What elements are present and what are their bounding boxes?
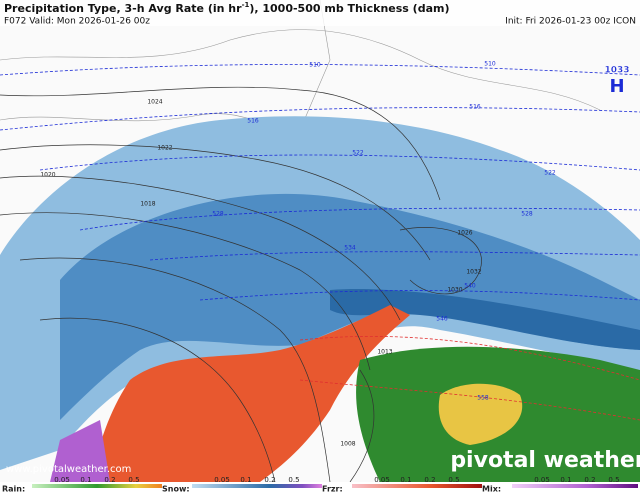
thickness-label: 546 bbox=[436, 316, 448, 323]
legend-tick-label: 0.05 bbox=[54, 476, 70, 484]
thickness-label: 528 bbox=[521, 211, 533, 218]
high-pressure-value: 1033 bbox=[604, 66, 629, 76]
valid-time: F072 Valid: Mon 2026-01-26 00z bbox=[4, 17, 150, 27]
heaviest-snow-area bbox=[330, 289, 640, 350]
legend-tick-label: 0.05 bbox=[534, 476, 550, 484]
thickness-label: 522 bbox=[544, 170, 556, 177]
legend-tick-label: 0.5 bbox=[608, 476, 619, 484]
isobar-label: 1022 bbox=[157, 145, 172, 152]
thickness-label: 540 bbox=[464, 283, 476, 290]
legend-tick-label: 0.1 bbox=[80, 476, 91, 484]
thickness-label: 558 bbox=[477, 395, 489, 402]
legend-name: Rain: bbox=[2, 485, 25, 494]
thickness-lines bbox=[0, 64, 640, 301]
isobar-label: 1018 bbox=[140, 201, 155, 208]
isobar-label: 1008 bbox=[340, 441, 355, 448]
init-time: Init: Fri 2026-01-23 00z ICON bbox=[505, 17, 636, 27]
thickness-label: 510 bbox=[484, 61, 496, 68]
isobars bbox=[0, 86, 482, 483]
title: Precipitation Type, 3-h Avg Rate (in hr-… bbox=[4, 1, 450, 15]
legend-tick-label: 0.1 bbox=[560, 476, 571, 484]
legend-tick-label: 0.5 bbox=[128, 476, 139, 484]
thickness-label: 510 bbox=[309, 62, 321, 69]
legend-tick-label: 0.1 bbox=[400, 476, 411, 484]
high-pressure-letter: H bbox=[609, 76, 624, 97]
thickness-label: 516 bbox=[247, 118, 259, 125]
legend-tick-label: 0.1 bbox=[240, 476, 251, 484]
snow-colorbar bbox=[192, 484, 322, 488]
isobar-label: 1013 bbox=[377, 349, 392, 356]
legend-tick-label: 0.2 bbox=[424, 476, 435, 484]
legend-tick-label: 0.2 bbox=[104, 476, 115, 484]
thickness-label: 528 bbox=[212, 211, 224, 218]
legend-tick-label: 0.2 bbox=[264, 476, 275, 484]
thickness-label: 516 bbox=[469, 104, 481, 111]
watermark-logo: pivotal weather bbox=[450, 448, 640, 473]
isobar-label: 1026 bbox=[457, 230, 472, 237]
isobar-label: 1020 bbox=[40, 172, 55, 179]
legend-name: Mix: bbox=[482, 485, 501, 494]
legend-tick-label: 0.05 bbox=[214, 476, 230, 484]
mix-colorbar bbox=[512, 484, 638, 488]
freezing-rain-area bbox=[90, 305, 410, 482]
watermark-url: www.pivotalweather.com bbox=[6, 464, 131, 475]
frzr-colorbar bbox=[352, 484, 482, 488]
thickness-line-warm bbox=[299, 379, 640, 421]
legend-tick-label: 0.2 bbox=[584, 476, 595, 484]
thickness-line-warm bbox=[299, 336, 640, 381]
legend-tick-label: 0.05 bbox=[374, 476, 390, 484]
legend-tick-label: 0.5 bbox=[448, 476, 459, 484]
isobar-label: 1024 bbox=[147, 99, 162, 106]
thickness-label: 522 bbox=[352, 150, 364, 157]
legend-name: Frzr: bbox=[322, 485, 343, 494]
legend-name: Snow: bbox=[162, 485, 190, 494]
header-band bbox=[0, 0, 640, 26]
heavy-rain-area bbox=[438, 383, 523, 445]
title-end: ), 1000-500 mb Thickness (dam) bbox=[249, 2, 449, 15]
isobar-label: 1030 bbox=[447, 287, 462, 294]
legend-tick-label: 0.5 bbox=[288, 476, 299, 484]
title-main: Precipitation Type, 3-h Avg Rate (in hr bbox=[4, 2, 242, 15]
mix-area bbox=[50, 420, 110, 482]
rain-colorbar bbox=[32, 484, 162, 488]
isobar-label: 1032 bbox=[466, 269, 481, 276]
thickness-label: 534 bbox=[344, 245, 356, 252]
title-sup: -1 bbox=[242, 1, 250, 9]
